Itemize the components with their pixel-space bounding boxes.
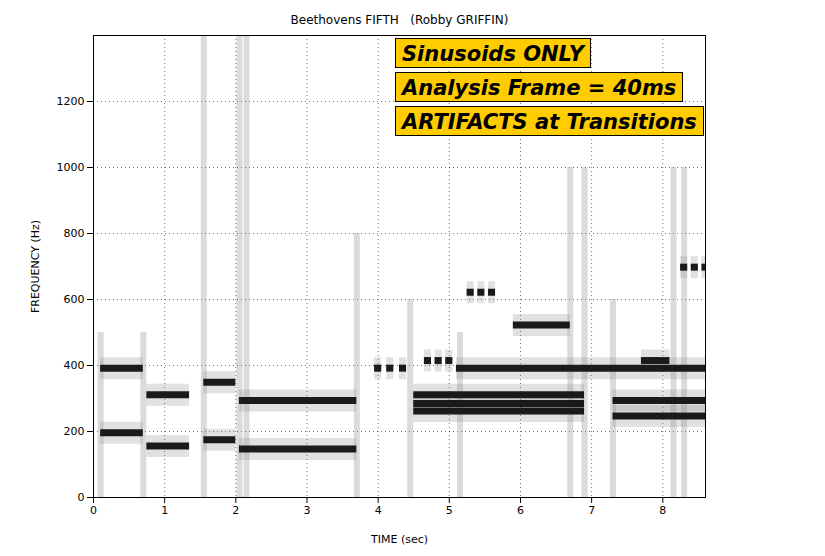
svg-text:1000: 1000 bbox=[57, 161, 85, 174]
svg-text:0: 0 bbox=[78, 491, 85, 504]
svg-text:6: 6 bbox=[517, 504, 524, 517]
svg-text:3: 3 bbox=[303, 504, 310, 517]
svg-text:4: 4 bbox=[375, 504, 382, 517]
svg-text:Beethovens FIFTH (Robby GRIF: Beethovens FIFTH (Robby GRIFFIN) bbox=[291, 13, 509, 27]
html-text:Sinusoids ONLY: Sinusoids ONLY bbox=[402, 42, 584, 66]
svg-text:5: 5 bbox=[446, 504, 453, 517]
svg-text:7: 7 bbox=[588, 504, 595, 517]
svg-text:1200: 1200 bbox=[57, 95, 85, 108]
svg-text:1: 1 bbox=[161, 504, 168, 517]
svg-text:200: 200 bbox=[64, 425, 85, 438]
html-text:Analysis Frame = 40ms: Analysis Frame = 40ms bbox=[402, 76, 677, 100]
svg-text:TIME (sec): TIME (sec) bbox=[370, 533, 428, 546]
svg-text:400: 400 bbox=[64, 359, 85, 372]
svg-text:0: 0 bbox=[90, 504, 97, 517]
svg-text:FREQUENCY (Hz): FREQUENCY (Hz) bbox=[29, 220, 42, 313]
svg-text:800: 800 bbox=[64, 227, 85, 240]
svg-text:8: 8 bbox=[659, 504, 666, 517]
svg-text:600: 600 bbox=[64, 293, 85, 306]
html-text:ARTIFACTS at Transitions: ARTIFACTS at Transitions bbox=[402, 110, 697, 134]
svg-text:2: 2 bbox=[232, 504, 239, 517]
